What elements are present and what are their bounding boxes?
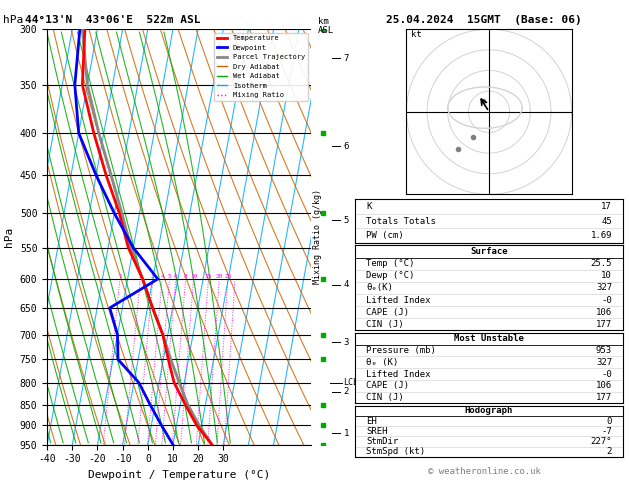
Text: Mixing Ratio (g/kg): Mixing Ratio (g/kg) — [313, 190, 321, 284]
Text: CAPE (J): CAPE (J) — [366, 381, 409, 390]
Text: 10: 10 — [601, 271, 612, 280]
Text: hPa: hPa — [3, 15, 23, 25]
Text: Lifted Index: Lifted Index — [366, 295, 431, 305]
Text: 106: 106 — [596, 381, 612, 390]
Text: 6: 6 — [174, 274, 177, 279]
Text: 20: 20 — [216, 274, 223, 279]
Text: StmSpd (kt): StmSpd (kt) — [366, 447, 425, 456]
Text: 25.5: 25.5 — [591, 259, 612, 268]
Text: Temp (°C): Temp (°C) — [366, 259, 415, 268]
Text: 45: 45 — [601, 217, 612, 226]
Text: 10: 10 — [190, 274, 198, 279]
Text: StmDir: StmDir — [366, 437, 398, 446]
Text: 44°13'N  43°06'E  522m ASL: 44°13'N 43°06'E 522m ASL — [25, 15, 201, 25]
Text: θₑ (K): θₑ (K) — [366, 358, 398, 367]
Text: CIN (J): CIN (J) — [366, 320, 404, 329]
Text: 2: 2 — [138, 274, 142, 279]
Text: 327: 327 — [596, 283, 612, 293]
Text: 177: 177 — [596, 393, 612, 402]
Text: -0: -0 — [601, 369, 612, 379]
Text: 2: 2 — [343, 387, 349, 396]
Text: 1: 1 — [118, 274, 122, 279]
Text: Surface: Surface — [470, 247, 508, 256]
X-axis label: Dewpoint / Temperature (°C): Dewpoint / Temperature (°C) — [88, 470, 270, 480]
Text: PW (cm): PW (cm) — [366, 231, 404, 240]
Text: K: K — [366, 202, 372, 211]
Text: -0: -0 — [601, 295, 612, 305]
Text: 3: 3 — [343, 338, 349, 347]
Text: Totals Totals: Totals Totals — [366, 217, 436, 226]
Text: CIN (J): CIN (J) — [366, 393, 404, 402]
Text: 5: 5 — [343, 216, 349, 225]
Legend: Temperature, Dewpoint, Parcel Trajectory, Dry Adiabat, Wet Adiabat, Isotherm, Mi: Temperature, Dewpoint, Parcel Trajectory… — [214, 33, 308, 101]
Text: 0: 0 — [606, 417, 612, 426]
Text: kt: kt — [411, 31, 421, 39]
Text: Lifted Index: Lifted Index — [366, 369, 431, 379]
Text: 3: 3 — [151, 274, 155, 279]
Text: Most Unstable: Most Unstable — [454, 334, 524, 343]
Text: 8: 8 — [184, 274, 187, 279]
Text: 6: 6 — [343, 141, 349, 151]
Text: SREH: SREH — [366, 427, 387, 436]
Text: 953: 953 — [596, 346, 612, 355]
Text: 4: 4 — [160, 274, 164, 279]
Text: CAPE (J): CAPE (J) — [366, 308, 409, 317]
Text: 1: 1 — [343, 429, 349, 437]
Text: EH: EH — [366, 417, 377, 426]
Text: © weatheronline.co.uk: © weatheronline.co.uk — [428, 467, 541, 476]
Text: 2: 2 — [606, 447, 612, 456]
Text: 25: 25 — [224, 274, 231, 279]
Text: 227°: 227° — [591, 437, 612, 446]
Text: Dewp (°C): Dewp (°C) — [366, 271, 415, 280]
Text: 25.04.2024  15GMT  (Base: 06): 25.04.2024 15GMT (Base: 06) — [386, 15, 582, 25]
Text: Hodograph: Hodograph — [465, 406, 513, 416]
Text: 4: 4 — [343, 280, 349, 290]
Text: 1.69: 1.69 — [591, 231, 612, 240]
Text: 106: 106 — [596, 308, 612, 317]
Y-axis label: hPa: hPa — [4, 227, 14, 247]
Text: km
ASL: km ASL — [318, 17, 334, 35]
Text: θₑ(K): θₑ(K) — [366, 283, 393, 293]
Text: 7: 7 — [343, 53, 349, 63]
Text: LCL: LCL — [343, 378, 359, 387]
Text: 327: 327 — [596, 358, 612, 367]
Text: 5: 5 — [168, 274, 172, 279]
Text: 177: 177 — [596, 320, 612, 329]
Text: 15: 15 — [204, 274, 212, 279]
Text: Pressure (mb): Pressure (mb) — [366, 346, 436, 355]
Text: -7: -7 — [601, 427, 612, 436]
Text: 17: 17 — [601, 202, 612, 211]
